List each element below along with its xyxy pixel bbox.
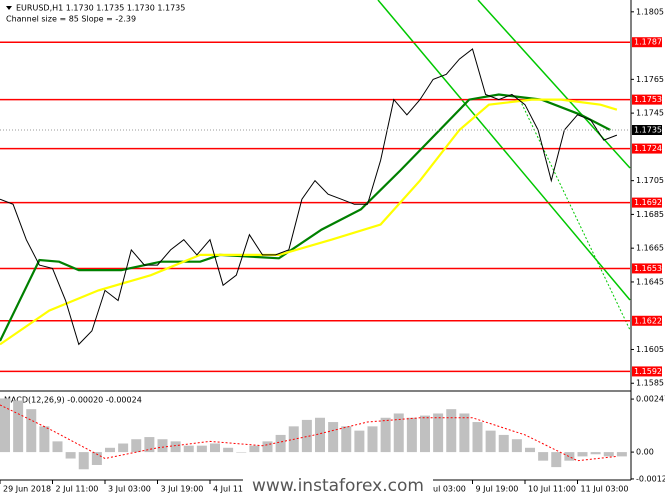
histogram-bar <box>118 443 129 453</box>
y-tick-label: 0.00 <box>636 448 654 457</box>
last-price-box <box>632 125 662 135</box>
histogram-bar <box>341 426 352 453</box>
menu-arrow <box>6 6 12 10</box>
histogram-bar <box>315 417 325 453</box>
histogram-bar <box>367 426 378 453</box>
level-label: 1.1724 <box>634 144 662 153</box>
histogram-bar <box>275 434 286 453</box>
y-tick-label: 0.00247 <box>636 395 665 404</box>
channel-info: Channel size = 85 Slope = -2.39 <box>6 15 136 24</box>
histogram-bar <box>196 445 207 453</box>
level-label: 1.1692 <box>634 198 662 207</box>
histogram-bar <box>65 452 76 459</box>
x-tick-label: 10 Jul 11:00 <box>528 485 576 494</box>
price-line <box>0 48 618 346</box>
histogram-bar <box>223 447 234 453</box>
channel-midline <box>519 99 631 331</box>
level-label-box <box>632 263 662 274</box>
channel-line <box>377 0 631 301</box>
histogram-bar <box>183 445 194 453</box>
x-tick-label: 9 Jul 03:00 <box>423 485 466 494</box>
last-price-label: 1.1735 <box>634 126 662 135</box>
level-label-box <box>632 37 662 48</box>
y-tick-label: 1.1645 <box>636 277 664 286</box>
level-label-box <box>632 315 662 326</box>
x-tick-label: 29 Jun 2018 <box>3 485 51 494</box>
histogram-bar <box>472 422 483 453</box>
histogram-bar <box>393 413 404 453</box>
x-tick-label: 3 Jul 19:00 <box>161 485 204 494</box>
histogram-bar <box>511 439 522 453</box>
histogram-bar <box>262 441 273 453</box>
histogram-bar <box>301 419 312 453</box>
histogram-bar <box>0 398 10 453</box>
histogram-bar <box>131 439 142 453</box>
histogram-bar <box>236 452 247 453</box>
level-label: 1.1753 <box>634 95 662 104</box>
histogram-bar <box>406 417 417 453</box>
indicator-title: MACD(12,26,9) -0.00020 -0.00024 <box>4 396 142 405</box>
y-tick-label: 1.1605 <box>636 345 664 354</box>
x-tick-label: 9 Jul 19:00 <box>476 485 519 494</box>
level-label: 1.1592 <box>634 367 662 376</box>
histogram-bar <box>249 445 260 453</box>
x-tick-label: 3 Jul 03:00 <box>108 485 151 494</box>
histogram-bar <box>380 417 391 453</box>
x-tick-label: 2 Jul 11:00 <box>56 485 99 494</box>
histogram-bar <box>52 441 63 453</box>
histogram-bar <box>525 447 535 453</box>
signal-line <box>0 404 617 462</box>
moving-average <box>0 98 618 346</box>
histogram-bar <box>577 452 588 457</box>
histogram-bar <box>105 447 115 453</box>
y-tick-label: 1.1805 <box>636 7 664 16</box>
y-tick-label: 1.1705 <box>636 176 664 185</box>
histogram-bar <box>433 413 444 453</box>
level-label: 1.1787 <box>634 38 662 47</box>
y-tick-label: 1.1585 <box>636 379 664 388</box>
level-label: 1.1622 <box>634 316 662 325</box>
y-tick-label: 1.1765 <box>636 75 664 84</box>
histogram-bar <box>157 439 168 453</box>
moving-average <box>0 93 611 342</box>
histogram-bar <box>551 452 562 468</box>
histogram-bar <box>485 430 496 453</box>
histogram-bar <box>144 437 155 453</box>
histogram-bar <box>564 452 575 461</box>
histogram-bar <box>603 452 614 457</box>
histogram-bar <box>590 452 601 455</box>
level-label: 1.1653 <box>634 264 662 273</box>
histogram-bar <box>210 443 220 453</box>
histogram-bar <box>328 422 339 453</box>
y-tick-label: 1.1665 <box>636 244 664 253</box>
x-tick-label: 11 Jul 03:00 <box>581 485 629 494</box>
watermark-box <box>243 473 433 497</box>
symbol-line: EURUSD,H1 1.1730 1.1735 1.1730 1.1735 <box>16 4 185 13</box>
y-tick-label: -0.00125 <box>636 474 665 483</box>
histogram-bar <box>459 413 470 453</box>
histogram-bar <box>420 415 430 453</box>
histogram-bar <box>170 441 181 453</box>
y-tick-label: 1.1745 <box>636 109 664 118</box>
watermark: www.instaforex.com <box>252 476 424 496</box>
histogram-bar <box>39 426 50 453</box>
histogram-bar <box>446 409 457 453</box>
histogram-bar <box>498 434 509 453</box>
y-tick-label: 1.1685 <box>636 210 664 219</box>
histogram-bar <box>13 400 24 453</box>
histogram-bar <box>78 452 89 470</box>
histogram-bar <box>26 409 37 453</box>
x-tick-label: 4 Jul 11:00 <box>213 485 256 494</box>
histogram-bar <box>91 452 102 465</box>
histogram-bar <box>354 430 365 453</box>
level-label-box <box>632 197 662 208</box>
histogram-bar <box>616 452 627 457</box>
histogram-bar <box>538 452 549 461</box>
level-label-box <box>632 366 662 377</box>
level-label-box <box>632 94 662 105</box>
level-label-box <box>632 143 662 154</box>
